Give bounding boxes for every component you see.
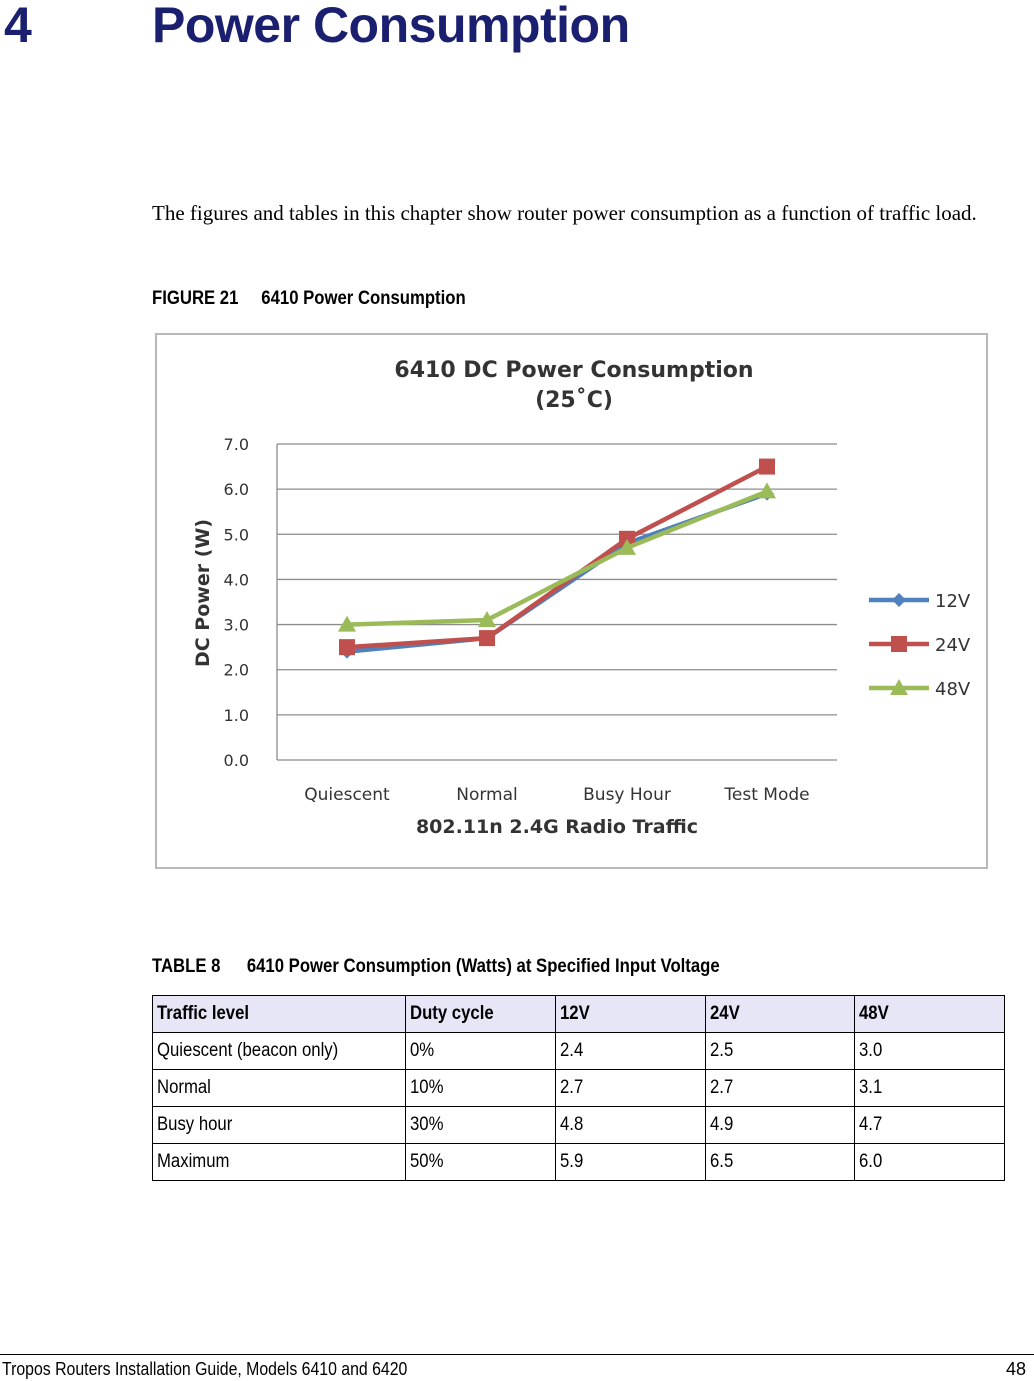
footer-page-number: 48	[1005, 1359, 1026, 1379]
figure-label: FIGURE 21	[152, 288, 239, 309]
figure-caption: FIGURE 21 6410 Power Consumption	[152, 288, 466, 310]
header-traffic-level: Traffic level	[152, 995, 406, 1033]
table-row: Quiescent (beacon only) 0% 2.4 2.5 3.0	[152, 1032, 1005, 1070]
table-cell: 6.5	[704, 1143, 856, 1181]
series-48v	[338, 482, 776, 632]
chart-legend: 12V 24V 48V	[869, 591, 971, 700]
series-24v	[339, 458, 775, 656]
y-tick-label: 6.0	[224, 480, 249, 499]
footer-doc-title: Tropos Routers Installation Guide, Model…	[2, 1359, 408, 1379]
data-point	[339, 639, 355, 656]
y-tick-labels: 0.0 1.0 2.0 3.0 4.0 5.0 6.0 7.0	[224, 435, 249, 770]
data-point	[618, 538, 636, 555]
chapter-number: 4	[4, 0, 32, 53]
figure-title: 6410 Power Consumption	[261, 288, 466, 309]
x-tick-label: Busy Hour	[583, 785, 671, 805]
table-cell: 4.7	[854, 1106, 1005, 1144]
x-axis-label: 802.11n 2.4G Radio Traffic	[416, 816, 698, 838]
legend-marker	[890, 679, 908, 695]
table-label: TABLE 8	[152, 956, 221, 977]
intro-paragraph: The figures and tables in this chapter s…	[152, 201, 977, 225]
table-cell: 3.1	[854, 1069, 1005, 1107]
chart-title: 6410 DC Power Consumption	[394, 358, 753, 383]
table-cell: 2.4	[554, 1032, 706, 1070]
x-tick-label: Normal	[456, 785, 518, 805]
x-tick-labels: Quiescent Normal Busy Hour Test Mode	[304, 785, 809, 805]
data-point	[619, 530, 635, 547]
data-point	[478, 611, 496, 628]
table-row: Busy hour 30% 4.8 4.9 4.7	[152, 1106, 1005, 1144]
legend-label: 12V	[935, 591, 971, 612]
table-cell: Maximum	[152, 1143, 406, 1181]
table-cell: 2.7	[704, 1069, 856, 1107]
legend-marker	[891, 636, 907, 652]
table-cell: Busy hour	[152, 1106, 406, 1144]
chart-gridlines	[276, 443, 837, 761]
legend-marker	[892, 593, 906, 607]
y-tick-label: 2.0	[224, 661, 249, 680]
table-cell: 4.9	[704, 1106, 856, 1144]
x-tick-label: Quiescent	[304, 785, 390, 805]
y-tick-label: 7.0	[224, 435, 249, 454]
chart-subtitle: (25˚C)	[535, 388, 613, 413]
table-row: Maximum 50% 5.9 6.5 6.0	[152, 1143, 1005, 1181]
header-48v: 48V	[854, 995, 1005, 1033]
x-tick-label: Test Mode	[723, 785, 809, 805]
legend-label: 24V	[935, 635, 971, 656]
table-cell: 3.0	[854, 1032, 1005, 1070]
chart-series	[338, 458, 776, 659]
table-cell: 2.5	[704, 1032, 856, 1070]
data-point	[759, 458, 775, 475]
header-12v: 12V	[554, 995, 706, 1033]
y-tick-label: 5.0	[224, 525, 249, 544]
table-cell: Quiescent (beacon only)	[152, 1032, 406, 1070]
series-line	[346, 489, 768, 627]
table-title: 6410 Power Consumption (Watts) at Specif…	[246, 956, 720, 977]
table-row: Normal 10% 2.7 2.7 3.1	[152, 1069, 1005, 1107]
table-cell: Normal	[152, 1069, 406, 1107]
table-cell: 50%	[404, 1143, 556, 1181]
table-caption: TABLE 8 6410 Power Consumption (Watts) at…	[152, 956, 720, 978]
data-point	[479, 630, 495, 647]
table-cell: 6.0	[854, 1143, 1005, 1181]
data-point	[338, 615, 356, 632]
header-duty-cycle: Duty cycle	[404, 995, 556, 1033]
table-cell: 4.8	[554, 1106, 706, 1144]
data-point	[758, 482, 776, 499]
y-axis-label: DC Power (W)	[192, 519, 214, 667]
power-chart: 6410 DC Power Consumption (25˚C) DC Powe…	[155, 333, 988, 869]
y-tick-label: 0.0	[224, 751, 249, 770]
footer-divider	[0, 1354, 1034, 1355]
y-tick-label: 1.0	[224, 706, 249, 725]
table-cell: 10%	[404, 1069, 556, 1107]
power-table: Traffic level Duty cycle 12V 24V 48V Qui…	[152, 995, 1005, 1181]
table-cell: 5.9	[554, 1143, 706, 1181]
legend-label: 48V	[935, 679, 971, 700]
table-cell: 2.7	[554, 1069, 706, 1107]
power-chart-svg: 6410 DC Power Consumption (25˚C) DC Powe…	[192, 358, 971, 838]
chapter-title: Power Consumption	[152, 0, 630, 53]
y-tick-label: 3.0	[224, 616, 249, 635]
table-header-row: Traffic level Duty cycle 12V 24V 48V	[152, 995, 1005, 1033]
table-cell: 0%	[404, 1032, 556, 1070]
header-24v: 24V	[704, 995, 856, 1033]
y-tick-label: 4.0	[224, 570, 249, 589]
series-line	[346, 464, 769, 650]
table-cell: 30%	[404, 1106, 556, 1144]
